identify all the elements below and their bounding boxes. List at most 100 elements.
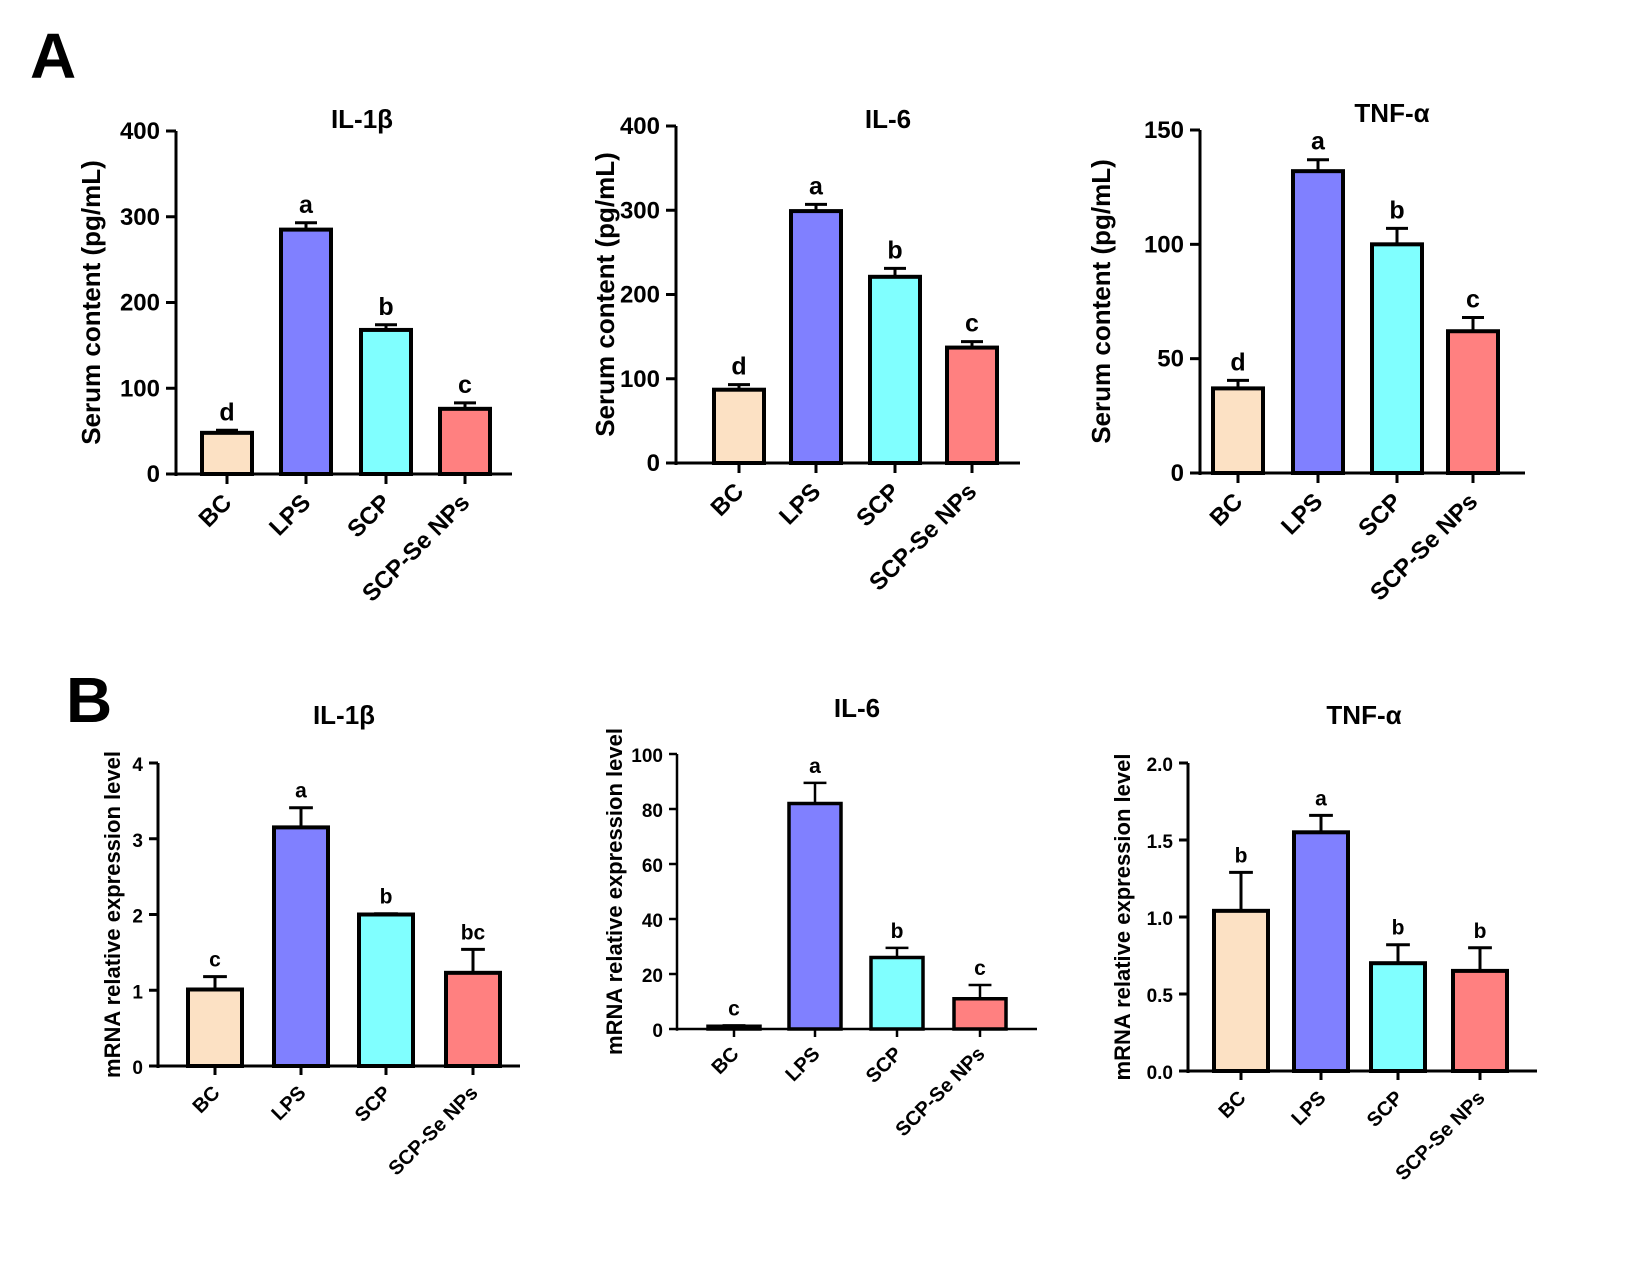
bar <box>952 997 1008 1031</box>
x-tick-label: LPS <box>1287 1087 1330 1130</box>
y-tick-label: 300 <box>120 204 160 231</box>
bar <box>1212 908 1270 1074</box>
bar <box>1211 386 1265 476</box>
bar <box>1291 169 1345 475</box>
significance-label: a <box>295 780 307 803</box>
bar <box>1451 968 1509 1074</box>
significance-label: c <box>1466 286 1480 314</box>
significance-label: b <box>887 236 902 264</box>
y-tick-label: 1 <box>132 982 143 1003</box>
bar <box>869 955 925 1031</box>
bar <box>1369 961 1427 1074</box>
y-axis-label: mRNA relative expression level <box>1110 754 1135 1081</box>
x-tick-label: SCP-Se NPs <box>384 1082 482 1180</box>
bar <box>359 327 413 476</box>
significance-label: b <box>1235 844 1248 867</box>
significance-label: d <box>731 353 746 381</box>
bar <box>438 406 492 476</box>
significance-label: c <box>458 371 472 399</box>
y-tick-label: 1.0 <box>1147 909 1173 930</box>
bar <box>789 209 843 465</box>
y-tick-label: 100 <box>120 375 160 402</box>
bar <box>945 345 999 466</box>
x-tick-label: BC <box>708 1043 744 1079</box>
y-axis-label: Serum content (pg/mL) <box>1086 159 1116 444</box>
significance-label: d <box>1230 348 1245 376</box>
y-axis-label: Serum content (pg/mL) <box>76 160 106 445</box>
chart-title: TNF-α <box>1354 98 1429 128</box>
y-tick-label: 0.0 <box>1147 1063 1173 1084</box>
significance-label: b <box>380 886 393 909</box>
bar <box>868 274 922 465</box>
y-tick-label: 0.5 <box>1147 986 1174 1007</box>
y-tick-label: 200 <box>620 282 660 309</box>
x-tick-label: BC <box>194 489 238 533</box>
y-tick-label: 400 <box>120 118 160 145</box>
y-tick-label: 100 <box>620 366 660 393</box>
y-tick-label: 100 <box>1144 231 1184 258</box>
x-tick-label: BC <box>189 1082 225 1118</box>
bar <box>200 430 254 476</box>
y-tick-label: 4 <box>132 755 143 776</box>
significance-label: bc <box>461 921 486 944</box>
x-tick-label: LPS <box>264 489 316 541</box>
significance-label: a <box>299 191 314 219</box>
y-tick-label: 150 <box>1144 117 1184 144</box>
x-tick-label: LPS <box>267 1082 310 1125</box>
y-tick-label: 3 <box>132 831 143 852</box>
x-tick-label: SCP <box>851 478 905 532</box>
chart-title: IL-6 <box>834 693 880 723</box>
chart-b-il6: IL-6 mRNA relative expression level c BC a LP… <box>602 693 1037 1141</box>
panel-label-b: B <box>66 664 112 736</box>
y-tick-label: 1.5 <box>1147 832 1174 853</box>
x-tick-label: BC <box>1205 488 1249 532</box>
y-tick-label: 0 <box>652 1021 663 1042</box>
y-tick-label: 0 <box>132 1058 143 1079</box>
significance-label: b <box>378 293 393 321</box>
y-tick-label: 200 <box>120 290 160 317</box>
x-tick-label: SCP-Se NPs <box>891 1043 989 1141</box>
y-tick-label: 0 <box>1171 460 1184 487</box>
x-tick-label: LPS <box>1276 488 1328 540</box>
chart-title: IL-6 <box>865 104 911 134</box>
bar <box>272 825 330 1069</box>
y-tick-label: 400 <box>620 113 660 140</box>
y-tick-label: 0 <box>147 461 160 488</box>
x-tick-label: BC <box>706 478 750 522</box>
y-tick-label: 20 <box>642 966 663 987</box>
significance-label: a <box>809 172 824 200</box>
significance-label: c <box>209 949 221 972</box>
y-axis-label: Serum content (pg/mL) <box>590 152 620 437</box>
bar <box>186 987 244 1068</box>
y-tick-label: 100 <box>631 746 663 767</box>
chart-title: IL-1β <box>331 104 393 134</box>
x-tick-label: SCP <box>1353 488 1407 542</box>
chart-title: IL-1β <box>313 700 375 730</box>
bar <box>1292 830 1350 1073</box>
chart-b-tnfa: TNF-α mRNA relative expression level b BC a L… <box>1110 700 1537 1185</box>
significance-label: b <box>1474 920 1487 943</box>
bar <box>787 801 843 1031</box>
y-tick-label: 300 <box>620 197 660 224</box>
significance-label: b <box>891 920 904 943</box>
x-tick-label: LPS <box>774 478 826 530</box>
significance-label: a <box>1315 787 1327 810</box>
y-tick-label: 60 <box>642 856 663 877</box>
significance-label: c <box>965 310 979 338</box>
x-tick-label: BC <box>1215 1087 1251 1123</box>
y-axis-label: mRNA relative expression level <box>100 751 125 1078</box>
significance-label: b <box>1389 196 1404 224</box>
significance-label: a <box>809 755 821 778</box>
x-tick-label: SCP <box>351 1082 396 1127</box>
bar <box>444 970 502 1069</box>
bar <box>357 912 415 1068</box>
bar <box>712 387 766 466</box>
y-tick-label: 2.0 <box>1147 755 1173 776</box>
x-tick-label: SCP <box>342 489 396 543</box>
significance-label: c <box>728 997 740 1020</box>
y-tick-label: 40 <box>642 911 663 932</box>
x-tick-label: SCP <box>862 1043 907 1088</box>
